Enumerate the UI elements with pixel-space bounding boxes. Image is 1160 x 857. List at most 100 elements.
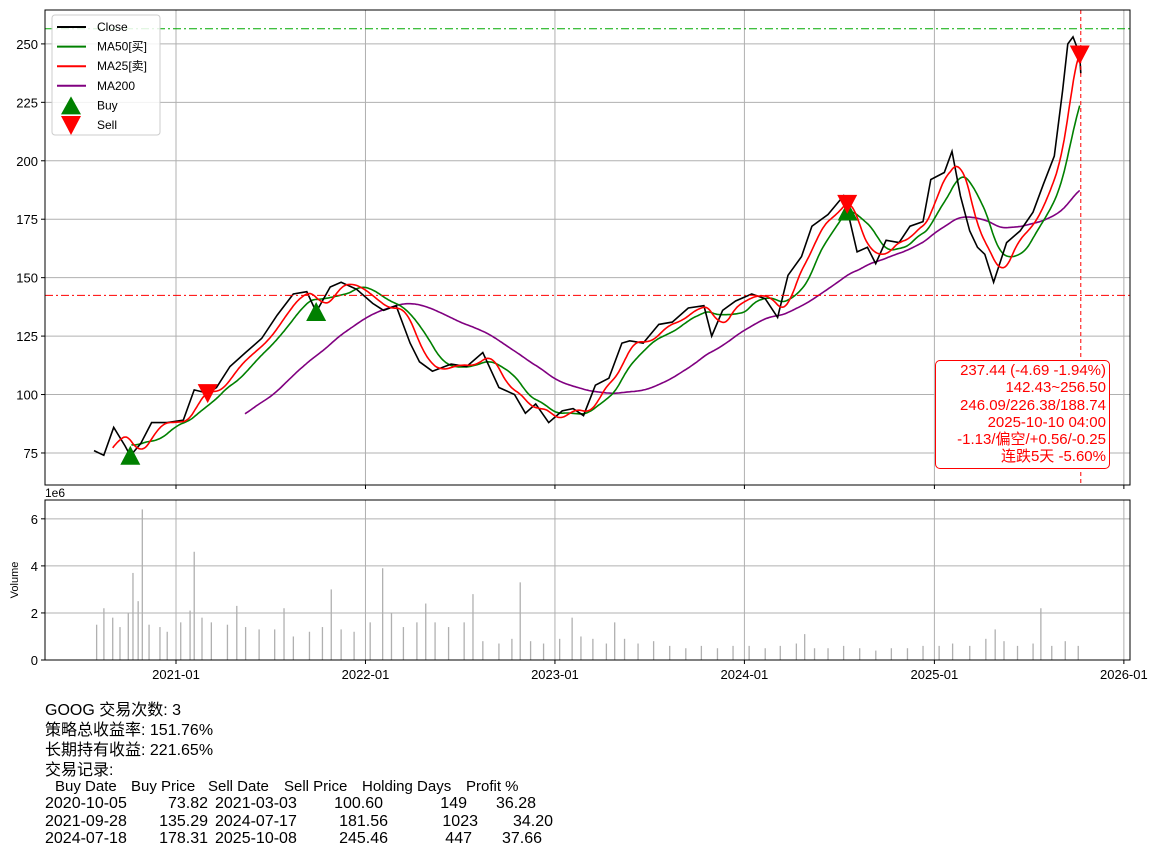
volume-bar bbox=[994, 629, 996, 660]
x-tick-label: 2023-01 bbox=[531, 667, 579, 682]
volume-bar bbox=[1016, 645, 1019, 660]
volume-bar bbox=[559, 638, 561, 660]
volume-bar bbox=[652, 641, 655, 660]
sell-marker bbox=[197, 384, 218, 404]
volume-bar bbox=[700, 645, 703, 660]
cell-profit: 34.20 bbox=[512, 812, 553, 830]
volume-bar bbox=[369, 622, 371, 660]
volume-bar bbox=[511, 638, 513, 660]
cell-profit: 36.28 bbox=[495, 795, 536, 812]
buy-marker bbox=[120, 445, 141, 465]
volume-bar bbox=[210, 622, 212, 660]
legend: Close MA50[买] MA25[卖] MA200 Buy Sell bbox=[51, 14, 161, 136]
cell-holding-days: 447 bbox=[445, 830, 472, 847]
annotation-line: 246.09/226.38/188.74 bbox=[960, 396, 1106, 414]
cell-holding-days: 1023 bbox=[442, 812, 478, 830]
volume-bar bbox=[804, 634, 806, 660]
trade-count: GOOG 交易次数: 3 bbox=[45, 702, 182, 719]
annotation-line: 142.43~256.50 bbox=[1005, 379, 1106, 397]
volume-bar bbox=[132, 572, 134, 660]
volume-bar bbox=[685, 648, 687, 660]
header-buy-date: Buy Date bbox=[55, 778, 117, 795]
volume-bar bbox=[623, 638, 626, 660]
volume-bar bbox=[274, 629, 276, 660]
annotation-line: 连跌5天 -5.60% bbox=[1000, 448, 1106, 466]
volume-bar bbox=[592, 638, 594, 660]
volume-bar bbox=[402, 627, 405, 660]
legend-label: MA25[卖] bbox=[97, 59, 147, 73]
volume-bar bbox=[193, 551, 195, 660]
volume-bar bbox=[969, 645, 971, 660]
y-tick-label: 4 bbox=[31, 559, 38, 574]
y-tick-label: 75 bbox=[24, 446, 38, 461]
header-sell-date: Sell Date bbox=[208, 778, 269, 795]
x-tick-label: 2022-01 bbox=[342, 667, 390, 682]
volume-bar bbox=[321, 627, 324, 660]
y-tick-label: 150 bbox=[16, 271, 38, 286]
volume-bar bbox=[340, 629, 342, 660]
volume-bar bbox=[951, 643, 954, 660]
cell-buy-date: 2021-09-28 bbox=[45, 812, 127, 830]
volume-bar bbox=[1032, 643, 1034, 660]
volume-bar bbox=[614, 622, 616, 660]
cell-holding-days: 149 bbox=[440, 795, 467, 812]
volume-bar bbox=[859, 648, 861, 660]
volume-bar bbox=[103, 608, 105, 660]
x-tick-label: 2024-01 bbox=[721, 667, 769, 682]
table-row: 2024-07-18 178.31 2025-10-08 245.46 447 … bbox=[0, 830, 600, 848]
close-line bbox=[93, 35, 1082, 458]
volume-bar bbox=[482, 641, 484, 660]
legend-buy-icon bbox=[61, 96, 81, 115]
volume-bar bbox=[425, 603, 427, 660]
volume-bar bbox=[292, 636, 295, 660]
volume-bar bbox=[580, 636, 582, 660]
y-axis-label: Volume bbox=[9, 562, 21, 599]
ma50-line bbox=[131, 105, 1081, 446]
volume-bar bbox=[795, 643, 798, 660]
volume-bar bbox=[875, 650, 877, 660]
legend-label: Close bbox=[97, 20, 128, 34]
volume-bar bbox=[842, 645, 845, 660]
buy-marker bbox=[306, 302, 327, 322]
annotation-line: 237.44 (-4.69 -1.94%) bbox=[960, 362, 1106, 379]
annotation-line: 2025-10-10 04:00 bbox=[987, 413, 1106, 431]
legend-label: Buy bbox=[97, 98, 118, 112]
volume-bar bbox=[353, 631, 355, 660]
volume-bar bbox=[748, 645, 750, 660]
volume-bar bbox=[890, 648, 893, 660]
volume-bar bbox=[985, 638, 987, 660]
header-holding-days: Holding Days bbox=[362, 778, 452, 795]
y-tick-label: 175 bbox=[16, 212, 38, 227]
volume-bar bbox=[1064, 641, 1066, 660]
volume-bar bbox=[236, 605, 238, 660]
cell-buy-price: 135.29 bbox=[159, 812, 208, 830]
header-sell-price: Sell Price bbox=[284, 778, 348, 795]
cell-sell-price: 245.46 bbox=[339, 830, 388, 847]
volume-bar bbox=[127, 612, 129, 660]
header-profit: Profit % bbox=[466, 778, 519, 795]
volume-bar bbox=[141, 509, 143, 660]
y-tick-label: 125 bbox=[16, 329, 38, 344]
volume-bar bbox=[1040, 608, 1042, 660]
x-tick-label: 2021-01 bbox=[152, 667, 200, 682]
cell-buy-price: 73.82 bbox=[167, 795, 208, 812]
sell-marker bbox=[1069, 45, 1090, 65]
x-tick-label: 2026-01 bbox=[1100, 667, 1148, 682]
volume-bar bbox=[637, 643, 639, 660]
volume-bar bbox=[119, 627, 121, 660]
volume-bar bbox=[1003, 641, 1005, 660]
volume-bar bbox=[308, 631, 311, 660]
offset-label: 1e6 bbox=[45, 486, 65, 500]
volume-bar bbox=[390, 612, 393, 660]
cell-buy-date: 2024-07-18 bbox=[45, 830, 127, 847]
buy-hold-return: 长期持有收益: 221.65% bbox=[45, 742, 214, 759]
volume-bar bbox=[519, 582, 521, 660]
volume-panel: 2021-01 2022-01 2023-01 2024-01 2025-01 2026-… bbox=[9, 486, 1148, 682]
volume-bar bbox=[148, 624, 150, 660]
volume-bar bbox=[434, 622, 436, 660]
legend-box bbox=[51, 14, 161, 136]
y-tick-label: 6 bbox=[31, 512, 38, 527]
volume-bar bbox=[827, 648, 829, 660]
